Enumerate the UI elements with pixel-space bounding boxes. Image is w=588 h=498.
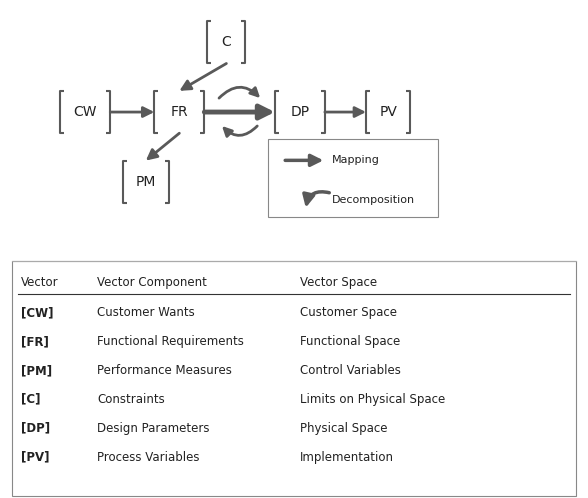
Text: [CW]: [CW]	[21, 306, 53, 319]
Text: Decomposition: Decomposition	[332, 195, 415, 205]
Text: Mapping: Mapping	[332, 155, 380, 165]
Text: FR: FR	[171, 105, 188, 119]
Text: Vector Component: Vector Component	[97, 276, 207, 289]
Text: Process Variables: Process Variables	[97, 451, 199, 464]
Text: Control Variables: Control Variables	[300, 364, 401, 377]
Text: DP: DP	[290, 105, 309, 119]
Text: Physical Space: Physical Space	[300, 422, 387, 435]
Text: Performance Measures: Performance Measures	[97, 364, 232, 377]
Text: [C]: [C]	[21, 393, 40, 406]
Text: Limits on Physical Space: Limits on Physical Space	[300, 393, 445, 406]
Text: [PV]: [PV]	[21, 451, 49, 464]
FancyBboxPatch shape	[12, 261, 576, 496]
Text: Constraints: Constraints	[97, 393, 165, 406]
Text: [FR]: [FR]	[21, 335, 48, 348]
Text: Customer Space: Customer Space	[300, 306, 397, 319]
Text: C: C	[222, 35, 231, 49]
Text: Customer Wants: Customer Wants	[97, 306, 195, 319]
FancyBboxPatch shape	[268, 139, 438, 217]
Text: Vector: Vector	[21, 276, 58, 289]
Text: [DP]: [DP]	[21, 422, 50, 435]
Text: CW: CW	[74, 105, 97, 119]
Text: Functional Requirements: Functional Requirements	[97, 335, 244, 348]
Text: Implementation: Implementation	[300, 451, 394, 464]
Text: PV: PV	[379, 105, 397, 119]
Text: Design Parameters: Design Parameters	[97, 422, 209, 435]
Text: Vector Space: Vector Space	[300, 276, 377, 289]
Text: PM: PM	[136, 175, 156, 189]
Text: Functional Space: Functional Space	[300, 335, 400, 348]
Text: [PM]: [PM]	[21, 364, 52, 377]
